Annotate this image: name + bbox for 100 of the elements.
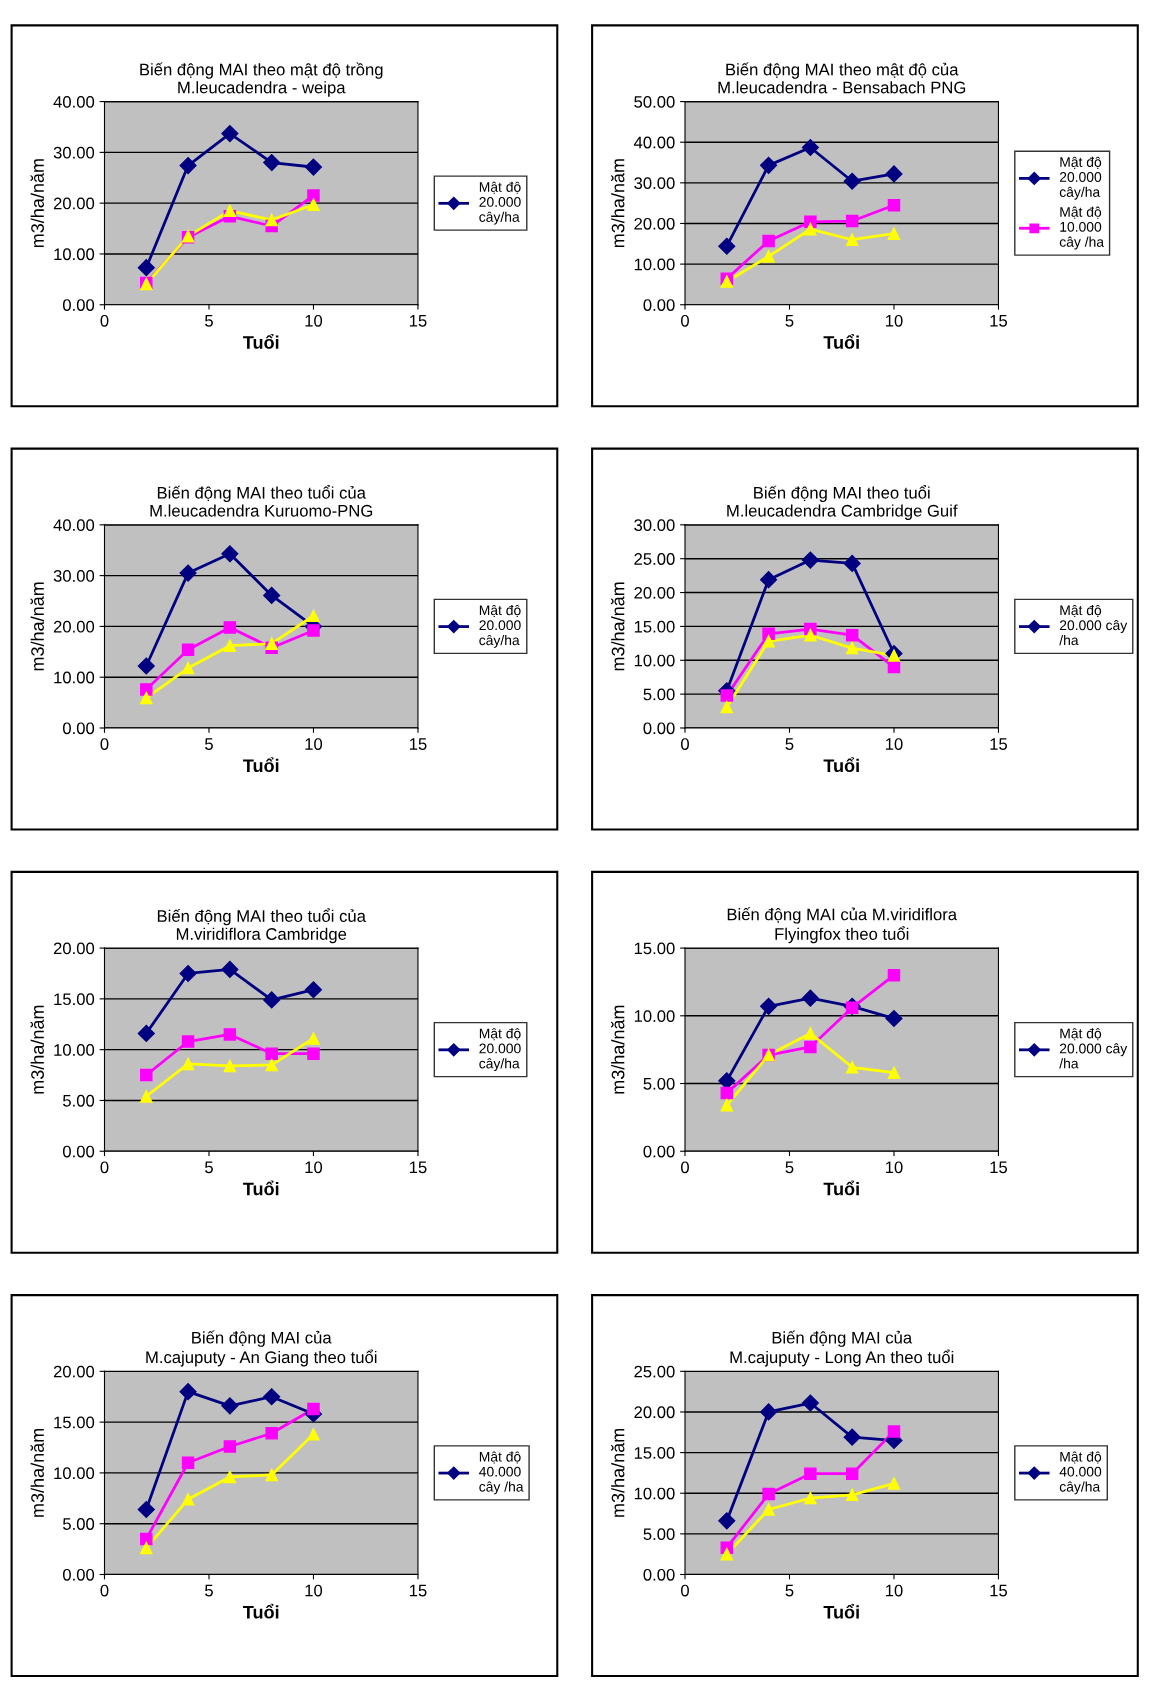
y-axis-title: m3/ha/năm	[30, 1428, 44, 1517]
x-tick-label: 10	[305, 1584, 323, 1597]
y-tick-label: 20.00	[634, 217, 675, 230]
chart-title: Biến động MAI của M.viridiflora Flyingfox theo tuổi	[727, 907, 958, 944]
y-tick-label: 10.00	[54, 1044, 95, 1056]
y-axis-title: m3/ha/năm	[30, 159, 44, 248]
y-tick-label: 0.00	[62, 1145, 95, 1158]
y-tick-label: 5.00	[63, 1518, 95, 1530]
y-tick-label: 20.00	[634, 586, 675, 599]
x-tick-label: 15	[990, 1161, 1008, 1174]
y-tick-label: 30.00	[53, 146, 95, 159]
x-tick-label: 10	[305, 738, 323, 750]
y-tick-label: 5.00	[63, 1094, 95, 1107]
chart-title: Biến động MAI theo mật độ trồng M.leucadendra - weipa	[140, 62, 383, 97]
y-axis-title: m3/ha/năm	[610, 1428, 625, 1517]
y-axis-title: m3/ha/năm	[610, 159, 625, 248]
x-tick-label: 10	[305, 314, 323, 327]
y-tick-label: 10.00	[54, 248, 95, 261]
y-tick-label: 15.00	[54, 993, 95, 1006]
y-axis-title: m3/ha/năm	[30, 1005, 44, 1094]
x-tick-label: 10	[885, 738, 903, 750]
x-tick-label: 15	[409, 1161, 427, 1174]
y-tick-label: 50.00	[634, 95, 675, 108]
x-axis-title: Tuổi	[823, 1603, 859, 1619]
x-tick-label: 0	[681, 738, 689, 750]
y-tick-label: 40.00	[53, 519, 95, 532]
y-tick-label: 15.00	[634, 620, 675, 633]
y-tick-label: 5.00	[643, 1528, 675, 1541]
y-axis-title: m3/ha/năm	[610, 1005, 625, 1094]
y-tick-label: 10.00	[634, 1010, 675, 1022]
x-tick-label: 10	[885, 1584, 903, 1597]
y-tick-label: 10.00	[54, 1467, 95, 1480]
chart-title: Biến động MAI theo tuổi của M.viridiflora Cambridge	[157, 908, 366, 944]
x-tick-label: 5	[205, 1584, 213, 1597]
y-tick-label: 25.00	[634, 553, 675, 565]
legend-label: Mật độ 20.000 cây /ha	[1059, 604, 1128, 646]
y-tick-label: 0.00	[643, 299, 675, 311]
x-tick-label: 5	[205, 738, 213, 750]
chart-title: Biến động MAI của M.cajuputy - Long An theo tuổi	[730, 1330, 954, 1367]
chart-title: Biến động MAI theo tuổi M.leucadendra Cambridge Guif	[727, 485, 958, 520]
chart-title: Biến động MAI theo mật độ của M.leucadendra - Bensabach PNG	[718, 62, 966, 94]
x-tick-label: 0	[681, 314, 689, 327]
y-tick-label: 0.00	[62, 299, 95, 311]
y-tick-label: 10.00	[54, 671, 95, 684]
x-axis-title: Tuổi	[243, 334, 279, 349]
legend-label: Mật độ 20.000 cây/ha	[479, 604, 521, 648]
x-tick-label: 15	[990, 315, 1008, 327]
x-axis-title: Tuổi	[823, 1180, 859, 1196]
x-tick-label: 15	[409, 1584, 427, 1597]
y-tick-label: 0.00	[62, 722, 95, 735]
x-tick-label: 15	[990, 1584, 1008, 1597]
y-tick-label: 5.00	[643, 688, 675, 701]
y-tick-label: 0.00	[643, 1145, 675, 1158]
y-tick-label: 0.00	[62, 1568, 95, 1581]
y-tick-label: 20.00	[53, 620, 95, 633]
y-tick-label: 0.00	[643, 722, 675, 735]
y-tick-label: 20.00	[53, 197, 95, 210]
x-tick-label: 5	[785, 315, 794, 327]
y-tick-label: 30.00	[634, 177, 675, 190]
y-tick-label: 25.00	[634, 1365, 675, 1378]
x-tick-label: 15	[409, 738, 427, 750]
x-tick-label: 15	[990, 738, 1008, 750]
x-tick-label: 5	[785, 1161, 794, 1174]
x-axis-title: Tuổi	[243, 1180, 279, 1196]
y-tick-label: 10.00	[634, 258, 675, 271]
y-tick-label: 0.00	[643, 1568, 675, 1581]
y-tick-label: 40.00	[633, 136, 675, 149]
x-tick-label: 5	[785, 738, 794, 750]
y-tick-label: 20.00	[53, 942, 95, 955]
y-tick-label: 5.00	[643, 1077, 675, 1090]
x-tick-label: 0	[100, 1584, 109, 1597]
x-tick-label: 0	[100, 738, 109, 750]
y-tick-label: 15.00	[634, 942, 675, 955]
y-tick-label: 20.00	[53, 1365, 95, 1378]
y-tick-label: 15.00	[634, 1447, 675, 1459]
y-axis-title: m3/ha/năm	[610, 582, 625, 671]
chart-title: Biến động MAI của M.cajuputy - An Giang theo tuổi	[146, 1330, 377, 1367]
x-axis-title: Tuổi	[823, 334, 859, 349]
legend-label: Mật độ 40.000 cây/ha	[1059, 1451, 1102, 1495]
x-tick-label: 5	[205, 1161, 213, 1174]
x-tick-label: 0	[100, 314, 109, 327]
x-axis-title: Tuổi	[823, 757, 859, 773]
y-tick-label: 15.00	[54, 1416, 95, 1429]
y-tick-label: 40.00	[53, 95, 95, 108]
y-tick-label: 20.00	[634, 1406, 675, 1419]
x-tick-label: 0	[681, 1584, 689, 1597]
legend-label: Mật độ 10.000 cây /ha	[1059, 206, 1105, 250]
legend-label: Mật độ 40.000 cây /ha	[479, 1451, 524, 1495]
legend-label: Mật độ 20.000 cây/ha	[479, 1028, 521, 1072]
y-tick-label: 30.00	[634, 519, 675, 532]
y-tick-label: 10.00	[634, 1487, 675, 1500]
x-tick-label: 10	[885, 1161, 903, 1174]
x-axis-title: Tuổi	[243, 1603, 279, 1619]
y-tick-label: 10.00	[634, 654, 675, 667]
x-tick-label: 5	[785, 1584, 794, 1597]
chart-title: Biến động MAI theo tuổi của M.leucadendra Kuruomo-PNG	[150, 485, 373, 517]
y-tick-label: 30.00	[53, 570, 95, 582]
x-tick-label: 5	[205, 315, 213, 327]
x-axis-title: Tuổi	[243, 757, 279, 773]
x-tick-label: 0	[100, 1161, 109, 1174]
